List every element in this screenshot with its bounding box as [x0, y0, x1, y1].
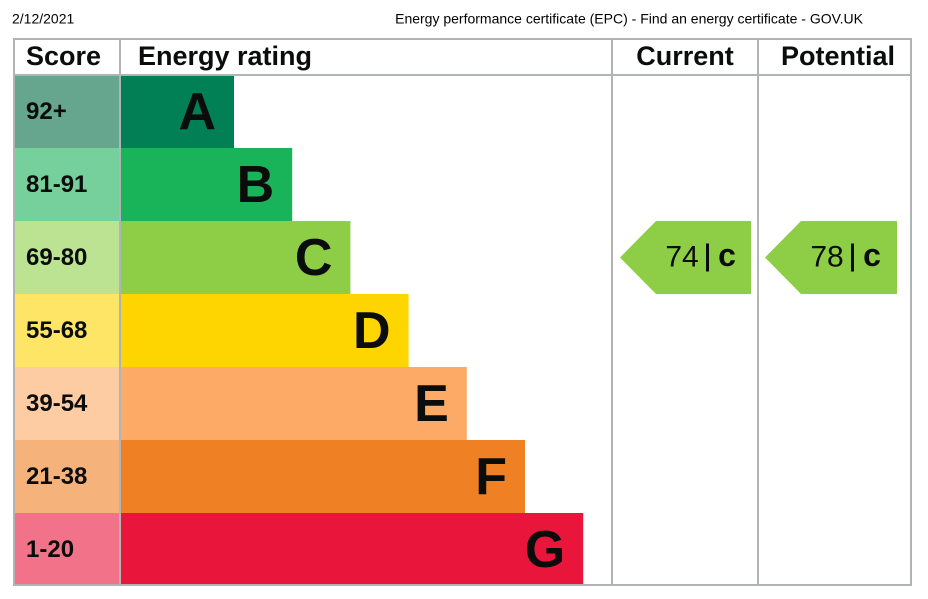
score-cell	[14, 513, 120, 586]
potential-separator	[851, 243, 854, 272]
column-header: Score	[26, 41, 101, 71]
score-label: 55-68	[26, 317, 87, 344]
column-header: Energy rating	[138, 41, 312, 71]
score-cell	[14, 75, 120, 148]
rating-letter: B	[237, 156, 275, 214]
column-header: Potential	[781, 41, 895, 71]
potential-arrow	[765, 221, 897, 294]
rating-letter: A	[178, 83, 216, 141]
rating-bar	[120, 148, 293, 221]
rating-letter: F	[475, 448, 507, 506]
date: 2/12/2021	[12, 11, 74, 27]
score-label: 21-38	[26, 463, 87, 490]
score-cell	[14, 221, 120, 294]
score-label: 39-54	[26, 390, 88, 417]
current-separator	[706, 243, 709, 272]
score-cell	[14, 367, 120, 440]
rating-letter: G	[525, 521, 565, 579]
rating-bar	[120, 221, 351, 294]
rating-bar	[120, 367, 467, 440]
current-arrow	[620, 221, 751, 294]
current-value: 74	[665, 240, 698, 273]
score-label: 69-80	[26, 244, 87, 271]
score-label: 81-91	[26, 171, 87, 198]
score-cell	[14, 440, 120, 513]
current-letter: c	[718, 237, 736, 273]
column-header: Current	[636, 41, 734, 71]
rating-letter: C	[295, 229, 333, 287]
potential-letter: c	[863, 237, 881, 273]
rating-bar	[120, 294, 409, 367]
rating-letter: D	[353, 302, 391, 360]
score-cell	[14, 148, 120, 221]
rating-letter: E	[414, 375, 449, 433]
rating-bar	[120, 440, 525, 513]
page-title: Energy performance certificate (EPC) - F…	[395, 11, 864, 27]
rating-bar	[120, 75, 234, 148]
score-cell	[14, 294, 120, 367]
table-border	[13, 38, 912, 586]
rating-bar	[120, 513, 584, 586]
score-label: 1-20	[26, 536, 74, 563]
potential-value: 78	[810, 240, 843, 273]
score-label: 92+	[26, 98, 67, 125]
